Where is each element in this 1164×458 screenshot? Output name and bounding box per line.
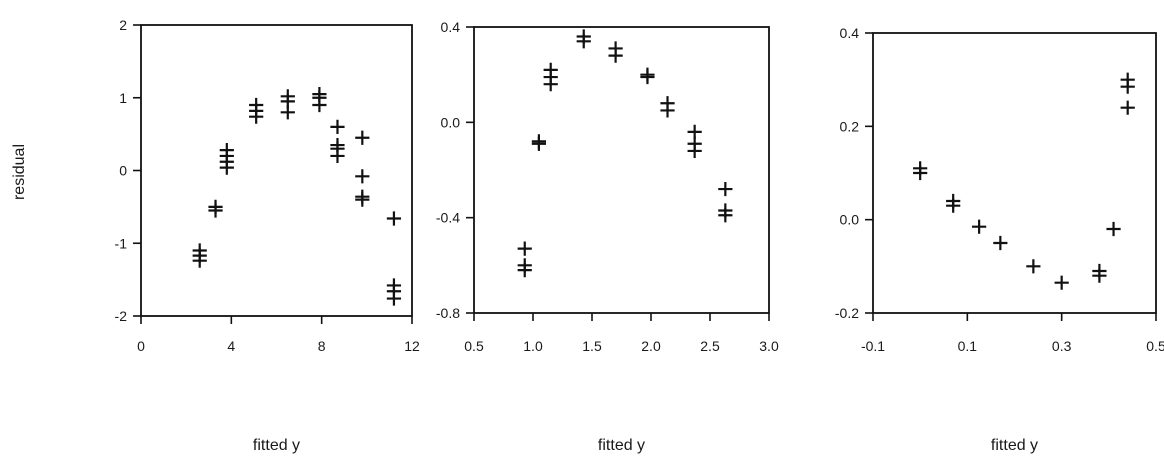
x-tick-label: 3.0 <box>759 338 779 354</box>
data-point <box>517 241 532 256</box>
x-tick-label: 0.1 <box>958 338 978 354</box>
data-point <box>946 198 961 213</box>
x-tick-label: 0 <box>137 338 145 354</box>
data-point <box>1120 100 1135 115</box>
scatter-panel-3: 0.4 0.2 0.0 -0.2 -0.1 0.1 0.3 0.5 fitted y <box>835 25 1164 454</box>
data-point <box>1106 221 1121 237</box>
x-axis-title: fitted y <box>253 437 300 454</box>
y-tick-label: -0.2 <box>835 305 859 321</box>
x-tick-label: 2.5 <box>700 338 720 354</box>
data-point <box>687 124 702 139</box>
data-point <box>608 48 623 63</box>
data-point <box>208 203 223 218</box>
y-tick-label: 0 <box>119 163 127 179</box>
data-point <box>687 143 702 159</box>
data-point <box>1054 275 1069 290</box>
x-tick-label: 2.0 <box>641 338 661 354</box>
data-point <box>576 34 591 49</box>
data-point <box>972 219 987 234</box>
data-point <box>1092 268 1107 283</box>
data-point <box>280 105 295 120</box>
x-tick-label: -0.1 <box>861 338 885 354</box>
data-point <box>355 130 370 145</box>
y-tick-label: 0.0 <box>441 114 461 130</box>
y-tick-label: 0.4 <box>441 19 461 35</box>
data-point <box>993 235 1008 251</box>
plot-frame <box>473 26 770 314</box>
x-tick-label: 1.5 <box>582 338 602 354</box>
data-point <box>355 169 370 184</box>
y-tick-label: -0.8 <box>436 305 460 321</box>
data-point <box>386 211 402 226</box>
x-tick-label: 0.3 <box>1052 338 1072 354</box>
data-point <box>219 160 234 175</box>
data-point <box>660 103 675 118</box>
scatter-panel-2: 0.4 0.0 -0.4 -0.8 0.5 1.0 1.5 2.0 2.5 3.0 fitted y <box>436 19 779 454</box>
y-tick-label: -0.4 <box>436 210 460 226</box>
x-tick-label: 4 <box>227 338 235 354</box>
data-point <box>718 208 733 223</box>
x-tick-label: 8 <box>318 338 326 354</box>
data-point <box>543 77 558 92</box>
data-point <box>386 291 402 306</box>
x-axis-title: fitted y <box>598 437 645 454</box>
data-point <box>330 148 345 164</box>
plot-frame <box>140 24 413 317</box>
data-point <box>1026 259 1041 274</box>
data-point <box>913 165 928 181</box>
data-point <box>330 119 345 134</box>
data-point <box>355 192 370 207</box>
scatter-panel-1: 2 1 0 -1 -2 0 4 8 12 fitted y residual <box>11 17 420 454</box>
y-tick-label: -2 <box>115 308 128 324</box>
x-tick-label: 0.5 <box>464 338 484 354</box>
y-tick-label: 0.4 <box>840 25 860 41</box>
x-tick-label: 0.5 <box>1146 338 1164 354</box>
y-axis-title: residual <box>11 144 28 200</box>
y-tick-label: -1 <box>115 235 128 251</box>
data-point <box>249 109 264 124</box>
data-point <box>718 181 733 197</box>
plot-frame <box>872 32 1157 314</box>
data-point <box>312 97 327 113</box>
data-point <box>517 263 532 278</box>
x-tick-label: 12 <box>404 338 420 354</box>
x-tick-label: 1.0 <box>523 338 543 354</box>
y-tick-label: 0.0 <box>840 212 860 228</box>
data-point <box>1120 79 1135 94</box>
y-tick-label: 0.2 <box>840 118 860 134</box>
data-point <box>531 136 546 151</box>
y-tick-label: 2 <box>119 17 127 33</box>
y-tick-label: 1 <box>119 90 127 106</box>
data-point <box>192 253 207 268</box>
data-point <box>640 69 655 85</box>
x-axis-title: fitted y <box>991 437 1038 454</box>
